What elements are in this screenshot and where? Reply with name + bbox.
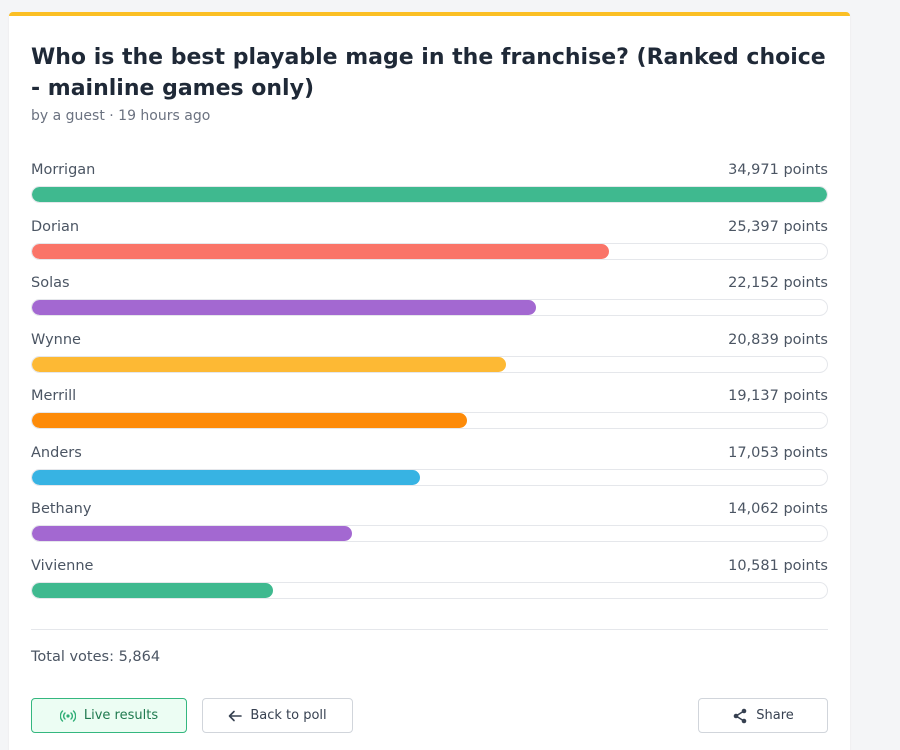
result-row-header: Morrigan 34,971 points [31,158,828,182]
total-votes: Total votes: 5,864 [31,649,161,665]
result-bar-track [31,242,828,260]
result-bar-track [31,412,828,429]
option-label: Bethany [31,501,92,517]
result-row-header: Vivienne 10,581 points [31,554,828,578]
result-row: Bethany 14,062 points [31,497,828,554]
option-label: Wynne [31,331,81,348]
live-results-button[interactable]: Live results [31,698,187,733]
option-label: Morrigan [31,162,96,178]
result-bar-fill [32,187,827,202]
option-label: Dorian [31,218,80,235]
share-label: Share [756,708,794,723]
share-icon [732,708,748,724]
result-bar-fill [32,582,273,598]
result-bar-fill [32,300,536,315]
result-bar-track [31,581,828,599]
option-points: 14,062 points [728,501,828,517]
poll-title: Who is the best playable mage in the fra… [31,45,826,101]
broadcast-icon [59,709,76,722]
option-points: 17,053 points [728,444,828,461]
result-row: Dorian 25,397 points [31,215,828,272]
result-bar-track [31,468,828,486]
poll-meta: by a guest · 19 hours ago [31,108,211,124]
divider [31,629,828,630]
result-bar-fill [32,469,420,485]
result-bar-fill [32,243,610,259]
option-label: Anders [31,444,82,461]
live-results-label: Live results [83,708,159,723]
option-points: 34,971 points [728,162,828,178]
option-points: 20,839 points [728,331,828,348]
result-bar-fill [32,356,506,372]
result-row-header: Solas 22,152 points [31,271,828,295]
result-bar-track [31,525,828,542]
result-row: Morrigan 34,971 points [31,158,828,215]
result-bar-track [31,299,828,316]
result-bar-fill [32,413,468,428]
result-row-header: Dorian 25,397 points [31,215,828,239]
result-row-header: Anders 17,053 points [31,441,828,465]
result-row: Anders 17,053 points [31,441,828,498]
results-list: Morrigan 34,971 points Dorian 25,397 points… [31,158,828,610]
back-to-poll-button[interactable]: Back to poll [202,698,353,733]
option-label: Vivienne [31,557,94,574]
result-row: Vivienne 10,581 points [31,554,828,611]
result-row-header: Bethany 14,062 points [31,497,828,521]
share-button[interactable]: Share [698,698,828,733]
result-bar-track [31,186,828,203]
poll-results-card: Who is the best playable mage in the fra… [9,12,850,750]
option-label: Solas [31,275,70,291]
arrow-left-icon [228,710,243,722]
option-label: Merrill [31,388,77,404]
result-row: Wynne 20,839 points [31,328,828,385]
result-row: Solas 22,152 points [31,271,828,328]
option-points: 25,397 points [728,218,828,235]
result-bar-fill [32,526,352,541]
result-bar-track [31,355,828,373]
option-points: 19,137 points [728,388,828,404]
result-row-header: Wynne 20,839 points [31,328,828,352]
back-to-poll-label: Back to poll [250,708,327,723]
option-points: 10,581 points [728,557,828,574]
option-points: 22,152 points [728,275,828,291]
result-row-header: Merrill 19,137 points [31,384,828,408]
result-row: Merrill 19,137 points [31,384,828,441]
